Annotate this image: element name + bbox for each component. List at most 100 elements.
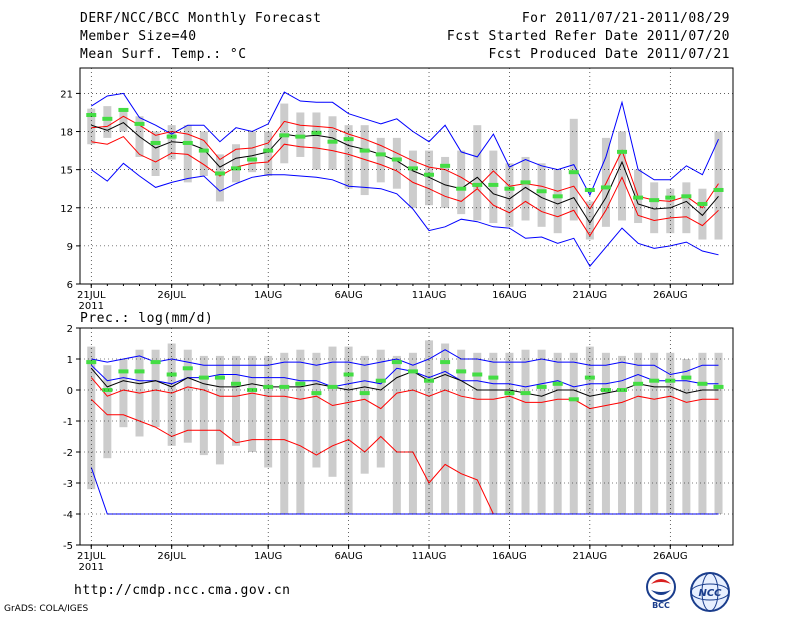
prec-box-0 (87, 346, 96, 490)
prec-box-19 (392, 355, 401, 514)
prec-median-15 (327, 384, 338, 389)
temp-box-22 (441, 156, 450, 208)
prec-box-27 (521, 349, 530, 514)
temp-xtick-label: 16AUG (492, 290, 527, 301)
temp-median-33 (617, 149, 628, 154)
temp-median-1 (102, 116, 113, 121)
prec-median-13 (295, 381, 306, 386)
temp-median-38 (697, 201, 708, 206)
prec-median-29 (552, 381, 563, 386)
temp-box-38 (698, 188, 707, 240)
prec-xtick-label: 21AUG (573, 551, 608, 562)
prec-median-28 (536, 384, 547, 389)
temp-median-2 (118, 107, 129, 112)
prec-median-9 (231, 381, 242, 386)
prec-box-1 (103, 365, 112, 459)
temp-median-18 (375, 152, 386, 157)
prec-median-27 (520, 391, 531, 396)
prec-box-7 (199, 355, 208, 456)
prec-xtick-label: 6AUG (334, 551, 362, 562)
temperature-variable-label: Mean Surf. Temp.: °C (80, 47, 247, 62)
prec-box-25 (489, 352, 498, 514)
temp-median-15 (327, 139, 338, 144)
prec-box-37 (682, 359, 691, 514)
prec-median-34 (633, 381, 644, 386)
prec-box-14 (312, 352, 321, 468)
prec-median-25 (488, 375, 499, 380)
prec-box-29 (553, 352, 562, 514)
temp-ytick-label: 9 (67, 242, 73, 253)
prec-median-16 (343, 372, 354, 377)
prec-median-6 (182, 366, 193, 371)
temp-box-37 (682, 182, 691, 234)
prec-median-22 (440, 360, 451, 365)
temp-median-31 (584, 187, 595, 192)
temp-box-21 (425, 150, 434, 206)
prec-box-30 (569, 352, 578, 514)
prec-median-7 (198, 375, 209, 380)
prec-ytick-label: -4 (63, 510, 73, 521)
temp-box-10 (248, 131, 257, 173)
prec-series-p-hi (90, 364, 719, 388)
temp-median-8 (214, 171, 225, 176)
temp-xtick-label: 1AUG (254, 290, 282, 301)
temp-box-9 (232, 144, 241, 183)
prec-median-18 (375, 378, 386, 383)
prec-box-34 (634, 352, 643, 514)
temp-ytick-label: 21 (60, 89, 73, 100)
temp-median-35 (649, 198, 660, 203)
prec-box-36 (666, 352, 675, 514)
prec-box-5 (167, 343, 176, 446)
temp-median-16 (343, 137, 354, 142)
temp-box-4 (151, 131, 160, 176)
prec-median-39 (713, 384, 724, 389)
chart-title: DERF/NCC/BCC Monthly Forecast (80, 11, 322, 26)
prec-box-24 (473, 352, 482, 514)
temp-box-27 (521, 156, 530, 221)
prec-plot-frame (79, 327, 734, 546)
temp-median-3 (134, 121, 145, 126)
temp-xtick-label: 26JUL (157, 290, 186, 301)
temp-box-8 (215, 154, 224, 202)
temp-median-11 (263, 148, 274, 153)
prec-median-33 (617, 388, 628, 392)
temp-box-23 (457, 150, 466, 215)
prec-median-20 (407, 369, 418, 374)
prec-box-11 (264, 355, 273, 468)
temp-median-12 (279, 133, 290, 138)
temp-median-29 (552, 194, 563, 199)
temp-box-18 (376, 137, 385, 183)
prec-median-24 (472, 372, 483, 377)
temp-median-36 (665, 195, 676, 200)
prec-ytick-label: -5 (63, 541, 73, 552)
prec-xtick-label: 26JUL (157, 551, 186, 562)
prec-xtick-label: 16AUG (492, 551, 527, 562)
source-url[interactable]: http://cmdp.ncc.cma.gov.cn (74, 583, 291, 598)
temp-median-22 (440, 163, 451, 168)
temp-box-29 (553, 169, 562, 234)
temp-box-24 (473, 125, 482, 221)
temp-box-33 (618, 131, 627, 221)
precip-variable-label: Prec.: log(mm/d) (80, 311, 213, 326)
prec-series-mean-minus (90, 377, 719, 410)
temp-median-17 (359, 148, 370, 153)
temp-xtick-label: 6AUG (334, 290, 362, 301)
prec-xtick-label: 1AUG (254, 551, 282, 562)
temp-box-30 (569, 118, 578, 221)
temp-box-17 (360, 125, 369, 196)
prec-median-23 (456, 369, 467, 374)
forecast-produced-label: Fcst Produced Date 2011/07/21 (488, 47, 730, 62)
temp-median-30 (568, 170, 579, 175)
temp-median-6 (182, 140, 193, 145)
prec-box-9 (232, 355, 241, 446)
prec-box-21 (425, 340, 434, 514)
prec-median-8 (214, 375, 225, 380)
prec-median-19 (391, 360, 402, 365)
temp-ytick-label: 6 (67, 280, 73, 291)
prec-series-max (91, 349, 719, 376)
prec-box-32 (601, 352, 610, 514)
temp-box-32 (601, 137, 610, 227)
temp-box-6 (183, 125, 192, 183)
prec-box-38 (698, 352, 707, 514)
